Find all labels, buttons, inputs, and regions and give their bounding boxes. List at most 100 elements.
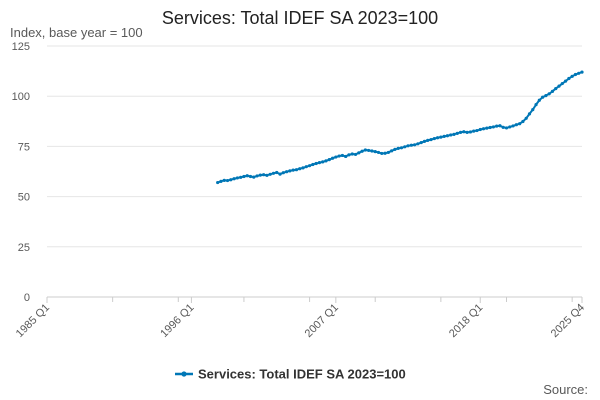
data-point xyxy=(465,130,469,134)
data-point xyxy=(498,124,502,128)
data-point xyxy=(449,133,453,137)
data-point xyxy=(225,178,230,183)
data-point xyxy=(442,134,446,138)
data-point xyxy=(524,116,528,120)
legend[interactable]: Services: Total IDEF SA 2023=100 xyxy=(175,367,406,382)
data-point xyxy=(514,123,518,127)
data-point xyxy=(390,149,394,153)
data-point xyxy=(258,173,262,177)
data-point xyxy=(455,131,459,135)
x-tick-label: 2007 Q1 xyxy=(303,302,341,340)
data-point xyxy=(511,124,515,128)
data-point xyxy=(577,71,581,75)
data-point xyxy=(216,180,220,185)
data-point xyxy=(337,154,341,158)
data-point xyxy=(458,130,463,134)
data-point xyxy=(252,175,256,179)
data-point xyxy=(475,128,479,133)
data-point xyxy=(383,151,387,155)
x-tick-label: 1996 Q1 xyxy=(158,302,196,340)
data-point xyxy=(573,72,578,77)
data-point xyxy=(239,175,243,179)
data-point xyxy=(275,170,279,175)
data-point xyxy=(547,92,551,96)
data-point xyxy=(426,138,430,142)
data-point xyxy=(304,165,308,169)
data-point xyxy=(478,127,482,132)
data-point xyxy=(294,168,299,172)
data-point xyxy=(291,168,295,172)
data-point xyxy=(472,129,476,133)
data-point xyxy=(350,152,354,156)
data-point xyxy=(462,130,466,134)
data-point xyxy=(531,108,535,112)
data-point xyxy=(311,162,315,167)
data-point xyxy=(314,161,318,166)
data-point xyxy=(357,151,361,155)
data-point xyxy=(232,177,236,181)
data-point xyxy=(501,125,505,129)
data-point xyxy=(334,155,338,159)
data-point xyxy=(485,126,489,130)
data-point xyxy=(491,125,495,129)
data-point xyxy=(285,170,289,174)
x-tick-labels: 1985 Q1 1996 Q1 2007 Q1 2018 Q1 2025 Q4 xyxy=(14,302,587,340)
data-point xyxy=(563,79,568,83)
data-point xyxy=(468,130,472,134)
data-point xyxy=(406,144,410,148)
data-point xyxy=(281,171,285,175)
data-point xyxy=(416,142,420,146)
data-point xyxy=(242,174,246,179)
data-point xyxy=(268,172,272,176)
chart-title: Services: Total IDEF SA 2023=100 xyxy=(162,8,438,28)
series-line xyxy=(217,71,583,184)
data-point xyxy=(324,159,328,163)
data-point xyxy=(376,150,381,155)
data-point xyxy=(419,140,423,145)
data-point xyxy=(327,158,331,162)
data-point xyxy=(567,76,571,81)
data-point xyxy=(360,149,364,153)
data-point xyxy=(435,136,440,140)
data-point xyxy=(380,151,384,156)
data-point xyxy=(544,94,548,98)
data-point xyxy=(353,152,358,157)
y-tick-label: 25 xyxy=(18,242,30,254)
data-point xyxy=(307,164,312,168)
legend-item-label: Services: Total IDEF SA 2023=100 xyxy=(198,367,406,382)
data-point xyxy=(534,103,538,107)
y-tick-label: 75 xyxy=(18,141,30,153)
data-point xyxy=(347,153,351,157)
data-point xyxy=(550,89,555,93)
data-point xyxy=(321,160,325,164)
x-tick-label: 1985 Q1 xyxy=(14,302,52,340)
data-point xyxy=(488,125,492,130)
data-point xyxy=(317,161,322,165)
y-tick-label: 125 xyxy=(12,41,30,53)
gridlines xyxy=(46,45,583,303)
y-tick-label: 50 xyxy=(18,192,30,204)
data-point xyxy=(340,153,344,158)
data-point xyxy=(396,146,400,151)
data-point xyxy=(373,150,377,154)
data-point xyxy=(229,178,233,182)
data-point xyxy=(557,84,561,88)
data-point xyxy=(393,147,397,152)
data-point xyxy=(518,122,522,126)
data-point xyxy=(298,167,302,171)
data-point xyxy=(403,145,407,149)
data-point xyxy=(235,176,239,180)
data-point xyxy=(570,74,574,78)
data-point xyxy=(248,174,253,179)
data-point xyxy=(541,95,545,99)
data-point xyxy=(508,125,512,129)
data-point xyxy=(344,154,348,159)
data-point xyxy=(432,136,436,141)
data-point xyxy=(413,143,417,147)
series-layer xyxy=(216,70,584,185)
data-point xyxy=(445,134,450,138)
data-point xyxy=(370,149,374,153)
data-point xyxy=(580,70,584,74)
data-point xyxy=(386,150,390,155)
data-point xyxy=(481,127,486,131)
